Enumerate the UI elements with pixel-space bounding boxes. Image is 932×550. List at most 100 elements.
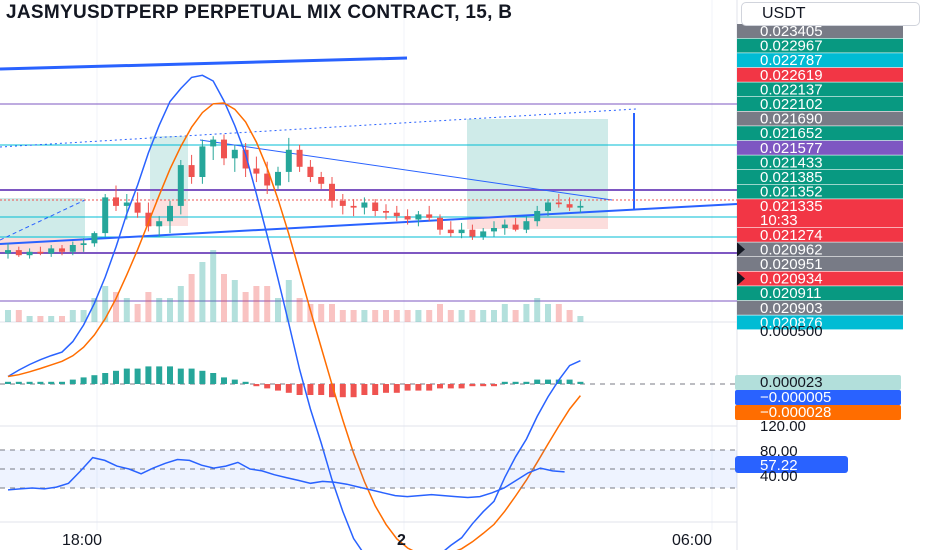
time-label-1800: 18:00: [62, 532, 102, 549]
candle: [491, 221, 497, 237]
candle: [145, 202, 152, 232]
macd-hist-bar: [156, 366, 163, 384]
macd-hist-bar: [5, 381, 11, 384]
price-label: 0.022787: [737, 52, 903, 69]
price-label-text: 0.023405: [760, 23, 823, 40]
macd-hist-bar: [231, 379, 238, 384]
volume-bar: [577, 316, 584, 322]
volume-bar: [177, 286, 184, 322]
macd-signal-line: [7, 102, 581, 550]
candle: [372, 199, 379, 217]
price-label-text: 0.021335: [760, 198, 823, 215]
macd-value-text: −0.000028: [760, 404, 831, 421]
volume-bar: [426, 310, 433, 322]
candle: [59, 245, 65, 256]
volume-bar: [415, 310, 422, 322]
macd-hist-bar: [458, 384, 465, 389]
volume-bar: [285, 280, 292, 322]
rsi-value-badge: [735, 456, 848, 473]
price-label-text: 0.022967: [760, 38, 823, 55]
price-label-text: 0.021690: [760, 111, 823, 128]
volume-bar: [318, 304, 325, 322]
macd-value-text: −0.000005: [760, 389, 831, 406]
volume-bar: [534, 298, 541, 322]
volume-bar: [555, 304, 562, 322]
volume-bar: [447, 310, 454, 322]
candle: [275, 166, 281, 189]
volume-bar: [26, 316, 33, 322]
price-label-text: 0.021274: [760, 227, 823, 244]
candle: [253, 156, 260, 183]
volume-bar: [275, 298, 281, 322]
macd-hist-bar: [437, 384, 443, 389]
macd-hist-bar: [221, 377, 227, 384]
price-label-text: 0.020962: [760, 241, 823, 258]
price-label: 0.021652: [737, 125, 903, 142]
candle: [26, 248, 33, 259]
macd-hist-bar: [113, 370, 119, 384]
price-label: 0.021274: [737, 227, 903, 244]
macd-hist-bar: [339, 384, 346, 398]
volume-bar: [221, 274, 227, 322]
macd-hist-bar: [350, 384, 357, 398]
currency-selector[interactable]: USDT: [741, 2, 920, 26]
macd-hist-bar: [69, 379, 76, 384]
candle: [156, 216, 163, 237]
macd-hist-bar: [199, 370, 206, 384]
price-label: 0.020911: [737, 285, 903, 302]
volume-bar: [307, 304, 314, 322]
price-label: 0.021385: [737, 169, 903, 186]
price-label: 0.022137: [737, 81, 903, 98]
candle: [404, 209, 411, 225]
price-label: 0.021352: [737, 184, 903, 201]
volume-bar: [134, 304, 141, 322]
macd-hist-bar: [102, 373, 109, 384]
volume-bar: [188, 274, 195, 322]
volume-bar: [210, 250, 217, 322]
volume-bar: [102, 286, 109, 322]
macd-hist-bar: [415, 384, 422, 391]
candle: [447, 221, 454, 237]
macd-axis-labels: 0.000023−0.000005−0.000028: [735, 374, 901, 421]
candle: [242, 143, 249, 177]
rsi-axis-labels: 120.00 80.00 57.22 40.00: [735, 418, 848, 485]
candle: [48, 245, 55, 257]
volume-bar: [123, 298, 130, 322]
macd-value-text: 0.000023: [760, 374, 823, 391]
volume-bar: [15, 310, 22, 322]
macd-hist-bar: [534, 379, 541, 384]
volume-bar: [156, 298, 163, 322]
volume-bar: [491, 310, 497, 322]
macd-value-label: −0.000028: [735, 404, 901, 421]
price-label: 0.020876: [737, 314, 903, 331]
price-label: 0.022102: [737, 96, 903, 113]
volume-bar: [404, 310, 411, 322]
macd-hist-bar: [242, 381, 249, 384]
candle: [512, 217, 519, 232]
price-label-text: 0.021385: [760, 169, 823, 186]
macd-hist-bar: [491, 384, 497, 387]
volume-bar: [145, 292, 152, 322]
candle: [285, 137, 292, 183]
candle: [555, 194, 562, 208]
candle: [339, 194, 346, 215]
candle: [415, 211, 422, 227]
price-label-text: 0.022787: [760, 52, 823, 69]
macd-hist-bar: [145, 366, 152, 384]
volume-bar: [264, 286, 271, 322]
macd-hist-bar: [177, 368, 184, 384]
candle: [534, 205, 541, 227]
rsi-level-80: 80.00: [760, 443, 798, 460]
macd-hist-bar: [15, 381, 22, 384]
macd-hist-bar: [307, 384, 314, 395]
candle: [221, 134, 227, 166]
volume-bar: [437, 304, 443, 322]
macd-hist-bar: [253, 384, 260, 387]
time-label-day-2: 2: [397, 532, 406, 549]
candle: [523, 216, 530, 234]
candle: [437, 214, 443, 235]
countdown-label: 10:33: [760, 212, 798, 229]
candles-layer: [5, 134, 584, 259]
macd-value-label: 0.000023: [735, 374, 901, 391]
